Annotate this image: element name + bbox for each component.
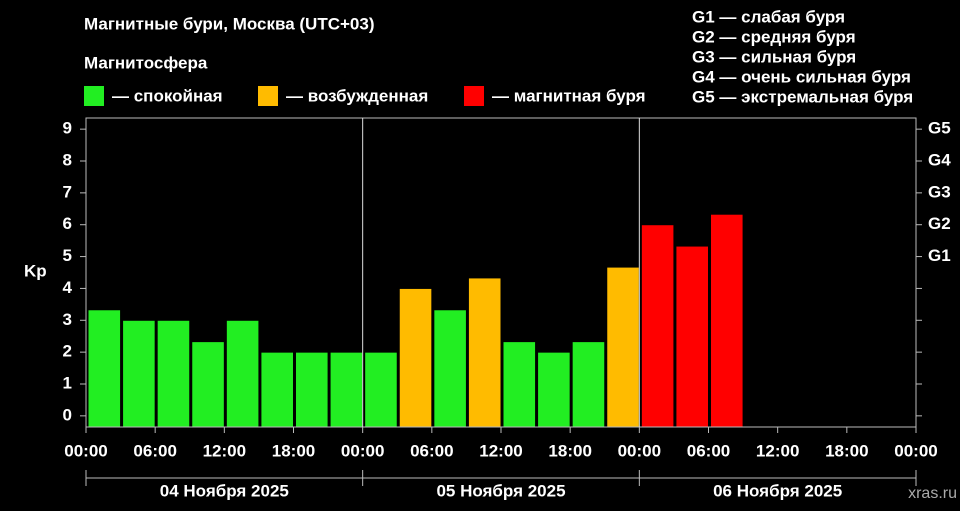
storm-level: G4 — очень сильная буря (692, 67, 911, 86)
y2-tick-label: G5 (928, 119, 951, 138)
x-tick-label: 12:00 (479, 441, 522, 460)
y-tick-label: 2 (63, 342, 72, 361)
y-tick-label: 3 (63, 310, 72, 329)
legend-swatch (464, 86, 484, 106)
x-tick-label: 18:00 (825, 441, 868, 460)
bar (710, 213, 744, 428)
x-tick-label: 12:00 (756, 441, 799, 460)
bar (329, 351, 364, 428)
storm-level: G5 — экстремальная буря (692, 87, 913, 106)
storm-level: G3 — сильная буря (692, 47, 856, 66)
y-tick-label: 4 (63, 278, 73, 297)
legend-label: — спокойная (112, 86, 223, 105)
bar (606, 266, 640, 428)
bar (225, 319, 260, 428)
storm-level: G2 — средняя буря (692, 27, 856, 46)
x-tick-label: 06:00 (133, 441, 176, 460)
y-tick-label: 8 (63, 150, 72, 169)
bar (87, 309, 122, 428)
y-tick-label: 1 (63, 373, 72, 392)
bar (537, 351, 571, 428)
bar (502, 341, 537, 428)
x-tick-label: 00:00 (341, 441, 384, 460)
bar (156, 319, 191, 428)
bar (675, 245, 710, 428)
bar (191, 341, 225, 428)
day-label: 04 Ноября 2025 (160, 481, 289, 500)
bar (433, 309, 467, 428)
bar (295, 351, 329, 428)
y2-tick-label: G3 (928, 182, 951, 201)
y-tick-label: 5 (63, 246, 72, 265)
storm-level: G1 — слабая буря (692, 7, 845, 26)
chart-title: Магнитные бури, Москва (UTC+03) (84, 14, 375, 33)
bar (364, 351, 398, 428)
x-tick-label: 00:00 (64, 441, 107, 460)
bar (640, 224, 675, 428)
bar (398, 287, 433, 428)
bar (260, 351, 294, 428)
y-tick-label: 0 (63, 405, 72, 424)
x-tick-label: 18:00 (272, 441, 315, 460)
x-tick-label: 00:00 (618, 441, 661, 460)
bar (467, 277, 502, 428)
x-tick-label: 06:00 (687, 441, 730, 460)
y-tick-label: 6 (63, 214, 72, 233)
y2-tick-label: G1 (928, 246, 951, 265)
y-tick-label: 7 (63, 182, 72, 201)
bar (571, 341, 606, 428)
x-tick-label: 12:00 (203, 441, 246, 460)
y-tick-label: 9 (63, 119, 72, 138)
legend-label: — возбужденная (286, 86, 428, 105)
day-label: 05 Ноября 2025 (436, 481, 565, 500)
y-axis-label: Kp (24, 261, 47, 280)
legend-swatch (258, 86, 278, 106)
y2-tick-label: G2 (928, 214, 951, 233)
bar (122, 319, 156, 428)
legend-swatch (84, 86, 104, 106)
y2-tick-label: G4 (928, 150, 951, 169)
x-tick-label: 06:00 (410, 441, 453, 460)
watermark: xras.ru (908, 485, 957, 502)
legend-title: Магнитосфера (84, 53, 208, 72)
legend-label: — магнитная буря (492, 86, 646, 105)
x-tick-label: 00:00 (894, 441, 937, 460)
day-label: 06 Ноября 2025 (713, 481, 842, 500)
x-tick-label: 18:00 (548, 441, 591, 460)
